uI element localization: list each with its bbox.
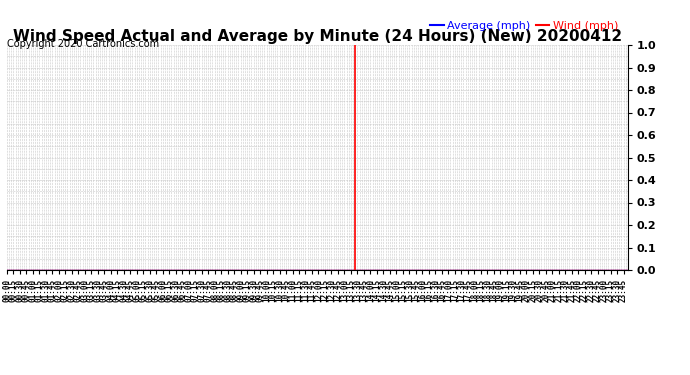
Legend: Average (mph), Wind (mph): Average (mph), Wind (mph): [426, 17, 622, 36]
Title: Wind Speed Actual and Average by Minute (24 Hours) (New) 20200412: Wind Speed Actual and Average by Minute …: [13, 29, 622, 44]
Text: Copyright 2020 Cartronics.com: Copyright 2020 Cartronics.com: [7, 39, 159, 50]
